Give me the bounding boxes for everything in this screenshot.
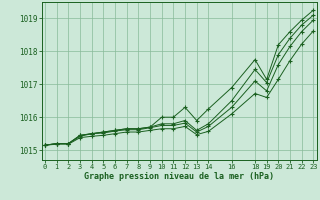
X-axis label: Graphe pression niveau de la mer (hPa): Graphe pression niveau de la mer (hPa) xyxy=(84,172,274,181)
